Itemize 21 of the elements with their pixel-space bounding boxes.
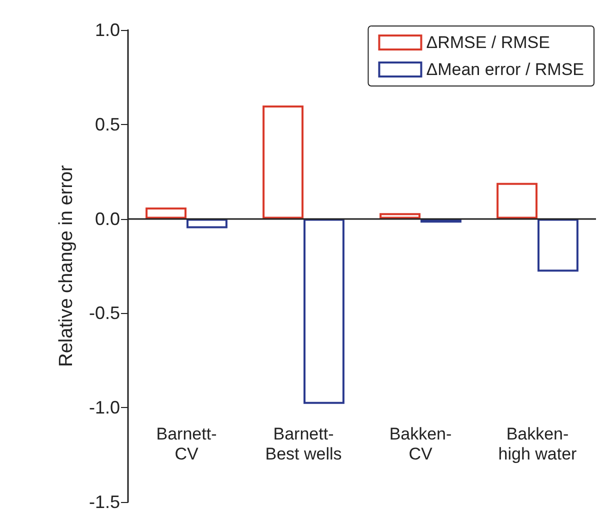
y-tick-label: -0.5 [88, 303, 120, 324]
y-axis-title: Relative change in error [56, 164, 77, 367]
legend-label: ΔRMSE / RMSE [426, 33, 550, 52]
bar [538, 218, 578, 272]
bar [420, 218, 462, 223]
y-tick-label: 0.0 [94, 208, 120, 229]
bar [496, 182, 538, 219]
bar [186, 218, 228, 228]
legend-label: ΔMean error / RMSE [426, 60, 584, 79]
bar [380, 213, 420, 219]
x-tick-label: Bakken- high water [498, 424, 578, 464]
y-tick-label: 1.0 [94, 20, 120, 40]
x-tick-label: Barnett- Best wells [265, 424, 342, 464]
y-tick-label: -1.5 [88, 492, 120, 512]
y-tick-label: 0.5 [94, 114, 120, 134]
x-tick-label: Bakken- CV [389, 424, 452, 464]
bar [262, 106, 304, 219]
x-tick-label: Barnett- CV [156, 424, 217, 464]
bar [304, 218, 344, 404]
bar [146, 207, 186, 219]
y-tick-label: -1.0 [88, 398, 120, 418]
